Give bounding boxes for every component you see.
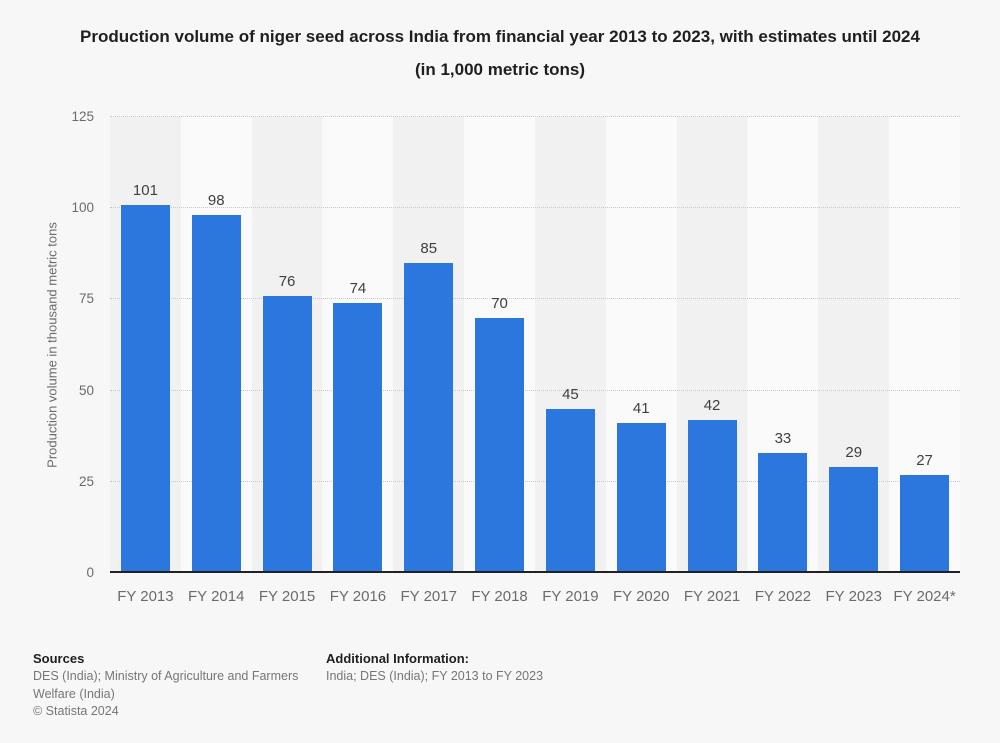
- bar-value-label: 45: [562, 385, 579, 403]
- bar-value-label: 29: [845, 444, 863, 462]
- bar-value-label: 27: [916, 451, 933, 469]
- bar[interactable]: [191, 215, 241, 573]
- additional-information-block: Additional Information: India; DES (Indi…: [326, 650, 746, 686]
- x-axis-label: FY 2020: [613, 588, 670, 605]
- y-tick-label: 100: [71, 200, 94, 216]
- sources-text: DES (India); Ministry of Agriculture and…: [33, 669, 299, 701]
- y-tick-label: 25: [78, 473, 94, 489]
- bar-value-label: 42: [703, 396, 721, 414]
- bar[interactable]: [120, 204, 170, 573]
- bar-value-label: 85: [420, 239, 438, 257]
- additional-information-heading: Additional Information:: [326, 651, 469, 666]
- bar-value-label: 74: [349, 280, 367, 298]
- x-axis-line: [110, 571, 960, 573]
- bar-value-label: 101: [132, 181, 158, 199]
- plot-area: 101 98 76 74 85 70 45 41 42 33 29 27: [110, 116, 960, 573]
- bar[interactable]: [333, 303, 383, 573]
- sources-heading: Sources: [33, 651, 85, 666]
- copyright-text: © Statista 2024: [33, 704, 119, 718]
- additional-information-text: India; DES (India); FY 2013 to FY 2023: [326, 669, 544, 683]
- gridline: [110, 389, 960, 391]
- gridline: [110, 116, 960, 117]
- bar-value-label: 70: [491, 294, 508, 312]
- x-axis-label: FY 2024*: [893, 588, 956, 605]
- x-axis-label: FY 2013: [117, 588, 174, 605]
- bar[interactable]: [616, 423, 666, 573]
- x-axis-label: FY 2019: [542, 588, 599, 605]
- sources-block: Sources DES (India); Ministry of Agricul…: [33, 650, 343, 721]
- x-axis-label: FY 2021: [683, 588, 741, 605]
- x-axis-label: FY 2014: [188, 588, 245, 605]
- x-axis-label: FY 2022: [754, 588, 812, 605]
- x-axis-label: FY 2015: [258, 588, 316, 605]
- chart-title: Production volume of niger seed across I…: [80, 27, 920, 79]
- bar-value-label: 98: [207, 192, 225, 210]
- gridline: [110, 207, 960, 209]
- bar[interactable]: [900, 474, 950, 573]
- y-tick-label: 0: [86, 565, 94, 580]
- bar[interactable]: [475, 317, 525, 573]
- bar[interactable]: [829, 467, 879, 573]
- y-tick-label: 125: [71, 109, 94, 124]
- gridline: [110, 480, 960, 482]
- x-axis-label: FY 2016: [329, 588, 387, 605]
- bar[interactable]: [404, 262, 454, 573]
- bar-value-label: 33: [774, 429, 792, 447]
- bar[interactable]: [262, 295, 312, 573]
- bar[interactable]: [687, 419, 737, 573]
- y-tick-label: 50: [78, 382, 94, 398]
- x-axis-label: FY 2017: [400, 588, 457, 605]
- bar[interactable]: [758, 452, 808, 573]
- gridline: [110, 298, 960, 300]
- x-axis-label: FY 2018: [471, 588, 528, 605]
- y-tick-label: 75: [78, 291, 94, 307]
- bar-value-label: 76: [278, 272, 296, 290]
- bar-value-label: 41: [632, 400, 650, 418]
- bar[interactable]: [545, 408, 595, 573]
- y-axis-title: Production volume in thousand metric ton…: [44, 222, 60, 468]
- x-axis-label: FY 2023: [825, 588, 882, 605]
